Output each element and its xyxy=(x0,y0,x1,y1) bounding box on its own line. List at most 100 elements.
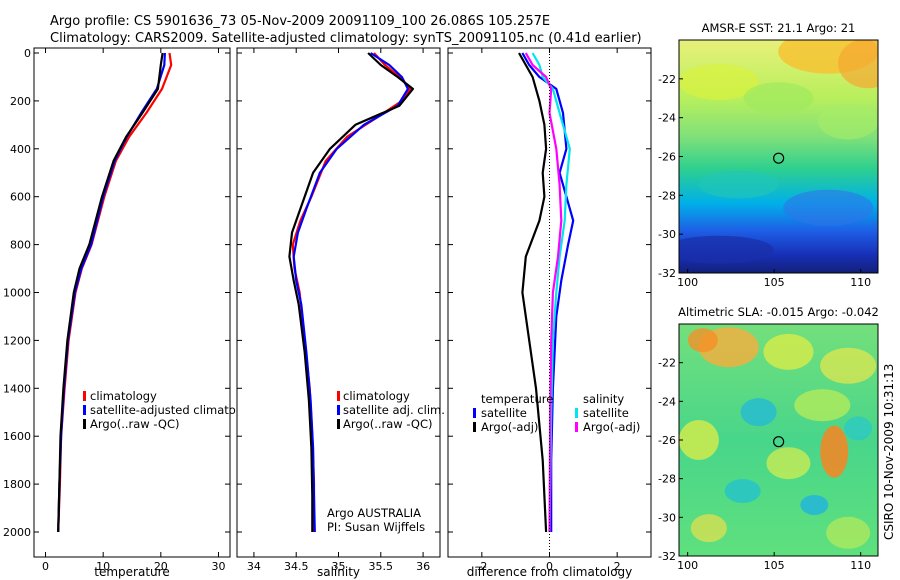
legend-label: satellite xyxy=(583,406,629,420)
legend-swatch xyxy=(83,419,86,429)
legend-label: Argo(..raw -QC) xyxy=(343,417,433,431)
salinity-panel: 34 34.5 35 35.5 36 salinity climatologysatelli… xyxy=(236,47,445,579)
salinity-xlabel: salinity xyxy=(317,565,360,579)
temperature-xtick-label: 30 xyxy=(211,560,225,573)
salinity-axes-box xyxy=(236,47,441,558)
temperature-ytick-label: 2000 xyxy=(3,526,31,539)
map-ytick-label: -30 xyxy=(658,511,676,524)
legend-swatch xyxy=(83,405,86,415)
temperature-ytick-label: 1800 xyxy=(3,478,31,491)
legend-label: climatology xyxy=(90,389,157,403)
legend-swatch xyxy=(337,391,340,401)
legend-label: Argo(-adj) xyxy=(481,420,538,434)
map-ytick-label: -26 xyxy=(658,434,676,447)
legend-swatch xyxy=(337,419,340,429)
map-blob xyxy=(679,63,759,100)
salinity-series-line xyxy=(288,52,414,532)
map-xtick-label: 110 xyxy=(850,559,871,572)
legend-label: satellite adj. clim. xyxy=(343,403,445,417)
credit-text: CSIRO 10-Nov-2009 10:31:13 xyxy=(882,364,896,540)
temperature-xtick-label: 10 xyxy=(96,560,110,573)
sst-map-panel: AMSR-E SST: 21.1 Argo: 21 100 105 110 -22 -24… xyxy=(658,21,879,289)
map-blob xyxy=(820,347,877,384)
map-title: Altimetric SLA: -0.015 Argo: -0.042 xyxy=(678,305,879,319)
legend-swatch xyxy=(337,405,340,415)
legend-label: satellite xyxy=(481,406,527,420)
difference-series-line xyxy=(524,52,563,533)
salinity-xtick-label: 35 xyxy=(332,560,346,573)
map-blob xyxy=(687,328,718,353)
legend-swatch xyxy=(473,422,476,432)
map-blob xyxy=(698,170,779,199)
map-blob xyxy=(794,389,851,422)
temperature-xtick-label: 0 xyxy=(42,560,49,573)
legend-swatch xyxy=(575,408,578,418)
map-xtick-label: 100 xyxy=(677,559,698,572)
salinity-xtick-label: 34 xyxy=(247,560,261,573)
map-blob xyxy=(826,516,871,549)
map-blob xyxy=(740,398,777,427)
difference-xtick-label: 2 xyxy=(614,560,621,573)
map-blob xyxy=(838,40,878,89)
map-ytick-label: -22 xyxy=(658,73,676,86)
map-title: AMSR-E SST: 21.1 Argo: 21 xyxy=(702,21,856,35)
map-xtick-label: 110 xyxy=(850,276,871,289)
temperature-xtick-label: 20 xyxy=(154,560,168,573)
map-xtick-label: 105 xyxy=(764,559,785,572)
legend-swatch xyxy=(83,391,86,401)
difference-series-line xyxy=(518,52,548,533)
argo-position-marker xyxy=(773,436,785,448)
temperature-axes-box xyxy=(33,47,231,558)
annotation-text: Argo AUSTRALIA xyxy=(327,506,421,520)
salinity-xtick-label: 35.5 xyxy=(369,560,394,573)
salinity-xtick-label: 36 xyxy=(416,560,430,573)
legend-label: satellite-adjusted climatology xyxy=(90,403,260,417)
map-blob xyxy=(800,494,829,515)
temperature-series-line xyxy=(57,52,164,533)
legend-swatch xyxy=(473,408,476,418)
temperature-ytick-label: 1000 xyxy=(3,287,31,300)
map-blob xyxy=(818,103,878,140)
sla-map-panel: Altimetric SLA: -0.015 Argo: -0.042 100 10… xyxy=(658,305,879,572)
map-ytick-label: -30 xyxy=(658,228,676,241)
sla-field xyxy=(679,324,878,556)
temperature-ytick-label: 1200 xyxy=(3,334,31,347)
temperature-xlabel: temperature xyxy=(94,565,169,579)
legend-title: salinity xyxy=(583,392,624,406)
legend-label: Argo(..raw -QC) xyxy=(90,417,180,431)
legend-label: Argo(-adj) xyxy=(583,420,640,434)
temperature-ytick-label: 400 xyxy=(10,143,31,156)
difference-series-line xyxy=(531,52,571,533)
map-ytick-label: -22 xyxy=(658,357,676,370)
difference-xlabel: difference from climatology xyxy=(467,565,633,579)
temperature-ytick-label: 1400 xyxy=(3,382,31,395)
map-blob xyxy=(783,189,874,226)
map-ytick-label: -28 xyxy=(658,473,676,486)
legend-swatch xyxy=(575,422,578,432)
map-blob xyxy=(766,447,811,480)
figure-title-line1: Argo profile: CS 5901636_73 05-Nov-2009 … xyxy=(50,14,550,29)
figure-title-line2: Climatology: CARS2009. Satellite-adjuste… xyxy=(50,31,642,46)
map-blob xyxy=(820,425,849,478)
map-blob xyxy=(844,416,873,441)
temperature-panel: 0 10 20 30 0 200 400 600 800 1000 1200 1400 1600 1800… xyxy=(3,47,260,579)
map-ytick-label: -24 xyxy=(658,112,676,125)
difference-xtick-label: -2 xyxy=(476,560,487,573)
temperature-ytick-label: 200 xyxy=(10,95,31,108)
map-xtick-label: 105 xyxy=(764,276,785,289)
map-blob xyxy=(679,420,719,460)
map-blob xyxy=(743,82,814,115)
legend-title: temperature xyxy=(481,392,553,406)
sst-field xyxy=(679,40,878,273)
map-blob xyxy=(679,235,774,264)
argo-position-marker xyxy=(773,152,785,164)
map-blob xyxy=(724,479,761,504)
map-ytick-label: -32 xyxy=(658,267,676,280)
map-ytick-label: -28 xyxy=(658,189,676,202)
temperature-ytick-label: 800 xyxy=(10,239,31,252)
temperature-ytick-label: 600 xyxy=(10,191,31,204)
map-ytick-label: -32 xyxy=(658,550,676,563)
map-blob xyxy=(690,514,727,543)
difference-xtick-label: 0 xyxy=(546,560,553,573)
